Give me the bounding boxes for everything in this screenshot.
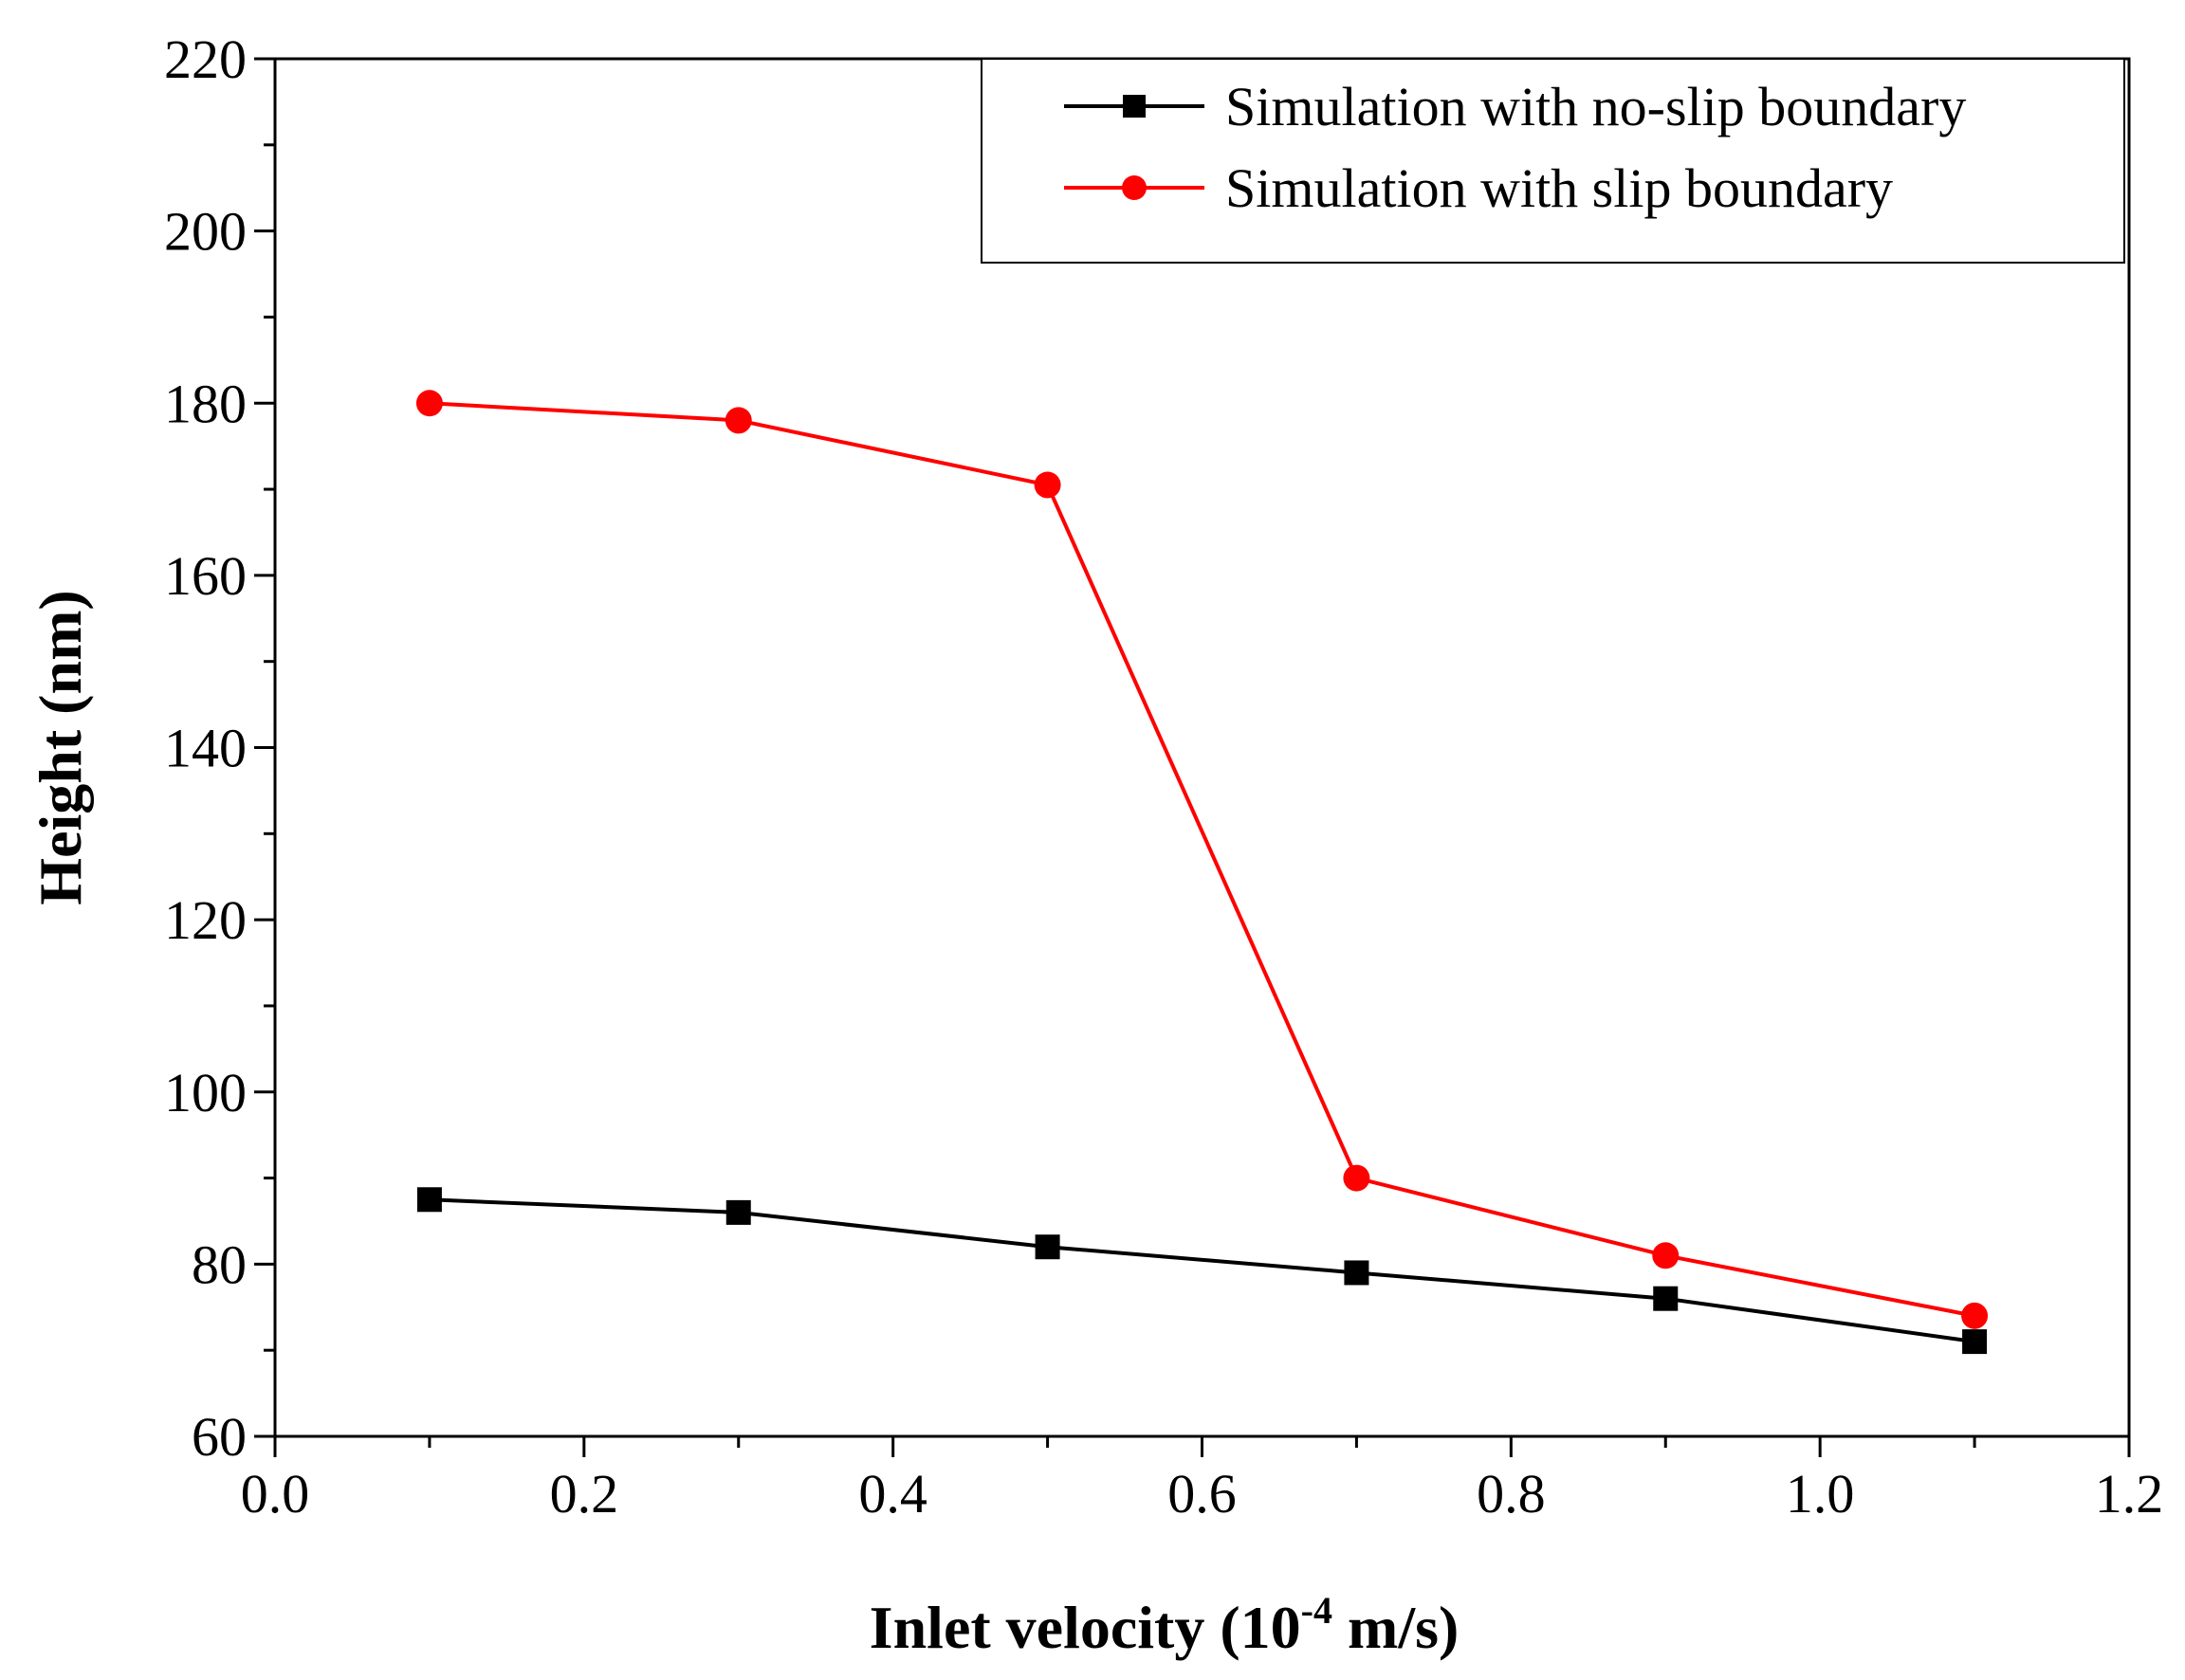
data-point [725, 1199, 751, 1225]
data-point [1653, 1286, 1679, 1311]
y-tick-label: 80 [192, 1233, 247, 1295]
legend-box [981, 58, 2125, 264]
y-tick-label: 120 [164, 889, 247, 951]
x-axis-title-unit: m/s) [1332, 1594, 1459, 1661]
data-point [1034, 471, 1061, 499]
x-axis-title-exponent: -4 [1301, 1589, 1332, 1632]
x-tick-label: 0.6 [1167, 1463, 1237, 1525]
series-1 [416, 1187, 1988, 1355]
data-point [1343, 1164, 1370, 1192]
legend-label: Simulation with no-slip boundary [1225, 76, 1966, 137]
legend-marker-circle [1122, 175, 1147, 200]
series-line [429, 401, 1975, 1318]
data-point [1035, 1234, 1060, 1260]
series-line [429, 1197, 1975, 1344]
x-tick-label: 0.2 [550, 1463, 619, 1525]
data-point [725, 407, 752, 434]
x-tick-label: 1.2 [2095, 1463, 2164, 1525]
y-tick-label: 100 [164, 1062, 247, 1123]
y-tick-label: 140 [164, 718, 247, 779]
y-tick-label: 220 [164, 28, 247, 90]
data-point [1652, 1242, 1680, 1269]
series-layer [415, 390, 1989, 1355]
data-point [1961, 1302, 1989, 1329]
y-tick-label: 200 [164, 201, 247, 263]
x-axis-ticks: 0.0 0.2 0.4 0.6 0.8 1.0 1.2 [241, 1436, 2164, 1525]
x-tick-label: 0.4 [858, 1463, 927, 1525]
x-axis-title-main: Inlet velocity (10 [870, 1594, 1301, 1661]
x-tick-label: 0.8 [1477, 1463, 1546, 1525]
y-tick-label: 180 [164, 373, 247, 434]
y-axis-title: Height (nm) [27, 590, 94, 904]
data-point [1344, 1260, 1369, 1286]
data-point [1962, 1329, 1988, 1355]
y-axis-ticks: 60 80 100 120 140 160 180 200 220 [164, 28, 275, 1468]
x-axis-title: Inlet velocity (10-4 m/s) [870, 1589, 1460, 1661]
data-point [415, 390, 443, 417]
x-tick-label: 0.0 [241, 1463, 310, 1525]
data-point [416, 1187, 442, 1213]
legend-marker-square [1123, 95, 1146, 118]
y-tick-label: 60 [192, 1406, 247, 1468]
x-tick-label: 1.0 [1786, 1463, 1855, 1525]
legend: Simulation with no-slip boundary Simulati… [981, 58, 2125, 264]
y-tick-label: 160 [164, 545, 247, 607]
series-2 [415, 390, 1989, 1329]
legend-label: Simulation with slip boundary [1225, 157, 1893, 219]
